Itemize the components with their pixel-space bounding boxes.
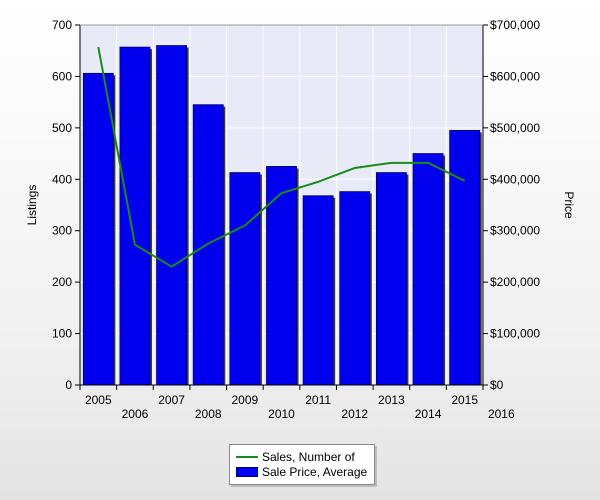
bar [302, 195, 334, 386]
legend-item-sales: Sales, Number of [236, 449, 374, 464]
bar [119, 46, 151, 386]
legend-label-sale-price: Sale Price, Average [262, 464, 368, 479]
right-tick-label: $700,000 [490, 18, 540, 32]
right-tick-label: $200,000 [490, 275, 540, 289]
x-tick-label: 2016 [488, 407, 515, 421]
right-tick-label: $400,000 [490, 172, 540, 186]
left-tick-label: 300 [52, 224, 72, 238]
left-tick-label: 700 [52, 18, 72, 32]
legend-label-sales: Sales, Number of [262, 449, 355, 464]
right-tick-label: $500,000 [490, 121, 540, 135]
x-tick-label: 2006 [122, 407, 149, 421]
bar [82, 72, 114, 386]
right-tick-label: $300,000 [490, 224, 540, 238]
left-tick-label: 400 [52, 172, 72, 186]
bar-series [82, 45, 482, 386]
x-tick-label: 2005 [85, 393, 112, 407]
x-tick-label: 2011 [305, 393, 331, 407]
x-tick-labels: 2005 2006 2007 2008 2009 2010 2011 2012 2013 2014… [79, 385, 515, 421]
legend-line-swatch [236, 455, 258, 458]
legend-item-sale-price: Sale Price, Average [236, 464, 374, 479]
x-tick-label: 2012 [341, 407, 368, 421]
x-tick-label: 2013 [378, 393, 405, 407]
line-series [97, 46, 466, 268]
x-tick-label: 2009 [232, 393, 259, 407]
left-tick-label: 600 [52, 69, 72, 83]
legend-bar-swatch [236, 466, 258, 477]
right-tick-label: $100,000 [490, 327, 540, 341]
right-axis-title: Price [562, 191, 576, 219]
left-tick-label: 500 [52, 121, 72, 135]
x-tick-label: 2007 [158, 393, 185, 407]
bar [449, 130, 481, 386]
left-tick-label: 200 [52, 275, 72, 289]
right-tick-label: $0 [490, 378, 504, 392]
line-path [97, 46, 466, 268]
right-tick-labels: $0 $100,000 $200,000 $300,000 $400,000 $500,0… [483, 18, 540, 392]
x-tick-label: 2010 [268, 407, 295, 421]
bar [229, 172, 261, 386]
bar [339, 191, 371, 386]
bar [266, 166, 297, 386]
axes [79, 24, 484, 386]
x-tick-label: 2015 [451, 393, 478, 407]
left-axis-title: Listings [25, 185, 39, 226]
left-tick-label: 100 [52, 327, 72, 341]
bar [412, 153, 444, 386]
left-tick-labels: 0 100 200 300 400 500 600 700 [52, 18, 80, 392]
x-tick-label: 2014 [415, 407, 442, 421]
legend: Sales, Number of Sale Price, Average [229, 444, 375, 485]
bar [375, 172, 407, 386]
left-tick-label: 0 [65, 378, 72, 392]
bar [192, 104, 224, 386]
right-tick-label: $600,000 [490, 69, 540, 83]
x-tick-label: 2008 [195, 407, 222, 421]
bar [156, 45, 188, 386]
